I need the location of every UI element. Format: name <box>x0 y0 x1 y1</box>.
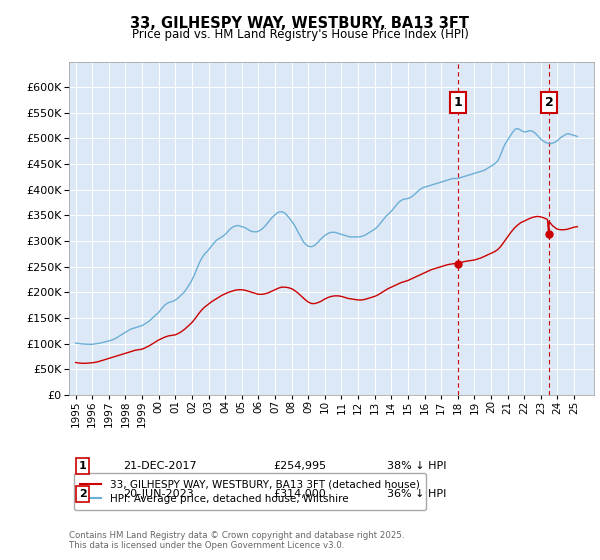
Text: Contains HM Land Registry data © Crown copyright and database right 2025.
This d: Contains HM Land Registry data © Crown c… <box>69 531 404 550</box>
Text: 2: 2 <box>545 96 554 109</box>
Text: 21-DEC-2017: 21-DEC-2017 <box>123 461 197 471</box>
Text: 33, GILHESPY WAY, WESTBURY, BA13 3FT: 33, GILHESPY WAY, WESTBURY, BA13 3FT <box>131 16 470 31</box>
Text: £314,000: £314,000 <box>273 489 326 499</box>
Text: 1: 1 <box>454 96 462 109</box>
Text: 1: 1 <box>79 461 86 471</box>
Text: 36% ↓ HPI: 36% ↓ HPI <box>387 489 446 499</box>
Legend: 33, GILHESPY WAY, WESTBURY, BA13 3FT (detached house), HPI: Average price, detac: 33, GILHESPY WAY, WESTBURY, BA13 3FT (de… <box>74 473 426 510</box>
Text: 20-JUN-2023: 20-JUN-2023 <box>123 489 194 499</box>
Text: 2: 2 <box>79 489 86 499</box>
Text: Price paid vs. HM Land Registry's House Price Index (HPI): Price paid vs. HM Land Registry's House … <box>131 28 469 41</box>
Text: £254,995: £254,995 <box>273 461 326 471</box>
Text: 38% ↓ HPI: 38% ↓ HPI <box>387 461 446 471</box>
